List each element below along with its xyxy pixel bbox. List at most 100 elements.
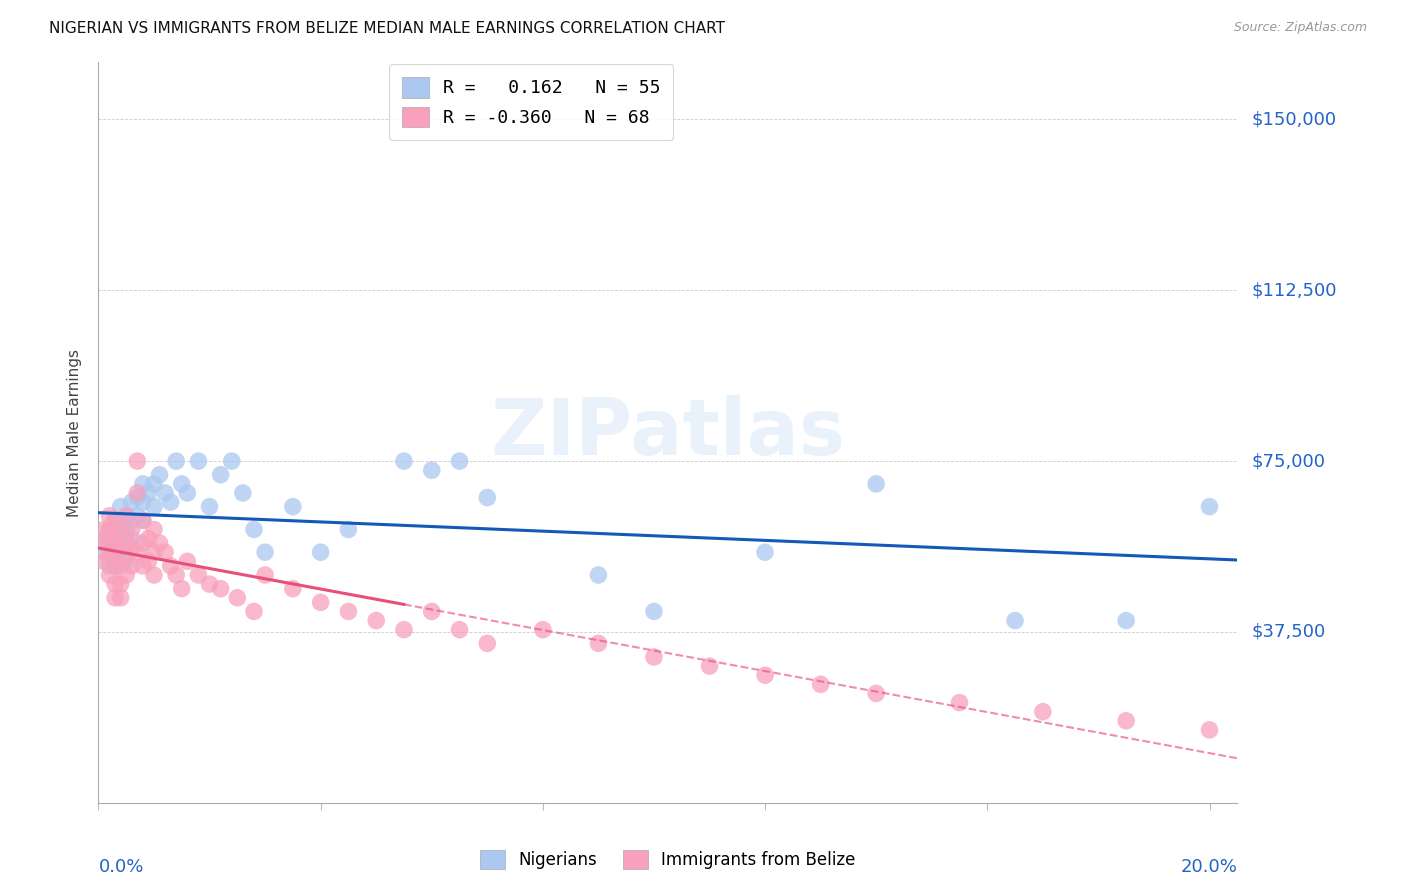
Point <box>110 523 132 537</box>
Text: $112,500: $112,500 <box>1251 281 1337 299</box>
Point <box>281 500 304 514</box>
Point <box>93 532 115 546</box>
Point <box>1032 705 1054 719</box>
Point <box>477 491 499 505</box>
Point <box>104 558 127 573</box>
Point <box>420 604 443 618</box>
Point <box>165 454 187 468</box>
Point <box>176 486 198 500</box>
Point <box>281 582 304 596</box>
Point <box>110 541 132 555</box>
Point <box>127 545 149 559</box>
Point <box>366 614 388 628</box>
Point <box>104 545 127 559</box>
Point <box>93 554 115 568</box>
Point <box>198 577 221 591</box>
Text: NIGERIAN VS IMMIGRANTS FROM BELIZE MEDIAN MALE EARNINGS CORRELATION CHART: NIGERIAN VS IMMIGRANTS FROM BELIZE MEDIA… <box>49 21 725 36</box>
Point <box>1198 500 1220 514</box>
Point <box>531 623 554 637</box>
Point <box>143 568 166 582</box>
Point <box>98 523 121 537</box>
Point <box>132 513 155 527</box>
Point <box>127 454 149 468</box>
Point <box>98 508 121 523</box>
Point <box>132 536 155 550</box>
Point <box>138 486 160 500</box>
Point <box>187 568 209 582</box>
Point <box>392 454 415 468</box>
Point <box>865 476 887 491</box>
Point <box>98 568 121 582</box>
Point <box>115 536 138 550</box>
Point <box>110 500 132 514</box>
Point <box>198 500 221 514</box>
Point <box>104 532 127 546</box>
Point <box>138 554 160 568</box>
Point <box>143 476 166 491</box>
Point <box>115 549 138 564</box>
Point <box>170 582 193 596</box>
Point <box>132 558 155 573</box>
Point <box>104 545 127 559</box>
Point <box>159 558 181 573</box>
Point <box>104 577 127 591</box>
Point <box>643 604 665 618</box>
Point <box>232 486 254 500</box>
Legend: Nigerians, Immigrants from Belize: Nigerians, Immigrants from Belize <box>474 843 862 876</box>
Point <box>948 696 970 710</box>
Point <box>132 476 155 491</box>
Point <box>110 554 132 568</box>
Point <box>1198 723 1220 737</box>
Point <box>121 513 143 527</box>
Point <box>110 577 132 591</box>
Point <box>132 495 155 509</box>
Point <box>110 536 132 550</box>
Point <box>1004 614 1026 628</box>
Point <box>243 604 266 618</box>
Point <box>588 568 610 582</box>
Point <box>121 558 143 573</box>
Point <box>138 532 160 546</box>
Point <box>309 545 332 559</box>
Point <box>254 568 277 582</box>
Point <box>110 558 132 573</box>
Point <box>104 513 127 527</box>
Point <box>699 659 721 673</box>
Point <box>420 463 443 477</box>
Point <box>477 636 499 650</box>
Text: ZIPatlas: ZIPatlas <box>491 394 845 471</box>
Point <box>110 523 132 537</box>
Point <box>209 467 232 482</box>
Point <box>121 523 143 537</box>
Point <box>337 523 360 537</box>
Point <box>104 591 127 605</box>
Point <box>115 523 138 537</box>
Point <box>98 536 121 550</box>
Point <box>588 636 610 650</box>
Point <box>449 623 471 637</box>
Point <box>165 568 187 582</box>
Point <box>115 508 138 523</box>
Point <box>98 545 121 559</box>
Text: 20.0%: 20.0% <box>1181 858 1237 876</box>
Point <box>170 476 193 491</box>
Point <box>98 549 121 564</box>
Point <box>115 508 138 523</box>
Point <box>143 523 166 537</box>
Point <box>254 545 277 559</box>
Point <box>121 495 143 509</box>
Point <box>243 523 266 537</box>
Point <box>127 508 149 523</box>
Point <box>209 582 232 596</box>
Point <box>127 491 149 505</box>
Text: Source: ZipAtlas.com: Source: ZipAtlas.com <box>1233 21 1367 34</box>
Point <box>643 650 665 665</box>
Point <box>104 558 127 573</box>
Point <box>226 591 249 605</box>
Text: 0.0%: 0.0% <box>98 858 143 876</box>
Point <box>810 677 832 691</box>
Point <box>115 532 138 546</box>
Point <box>865 686 887 700</box>
Point <box>143 500 166 514</box>
Point <box>1115 614 1137 628</box>
